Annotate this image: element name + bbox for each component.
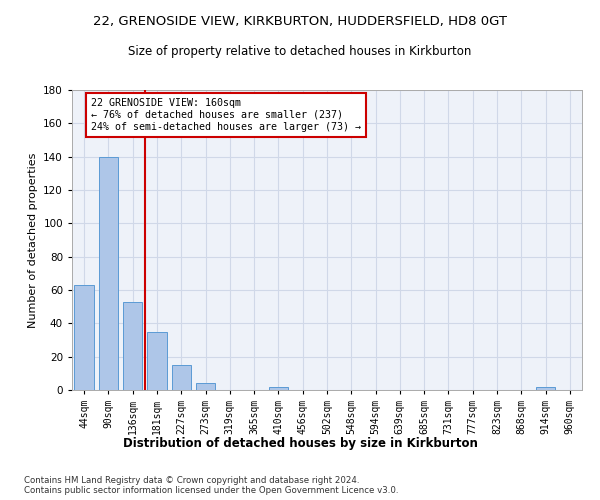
Bar — [123, 302, 142, 390]
Text: 22, GRENOSIDE VIEW, KIRKBURTON, HUDDERSFIELD, HD8 0GT: 22, GRENOSIDE VIEW, KIRKBURTON, HUDDERSF… — [93, 15, 507, 28]
Bar — [536, 386, 555, 390]
Text: 22 GRENOSIDE VIEW: 160sqm
← 76% of detached houses are smaller (237)
24% of semi: 22 GRENOSIDE VIEW: 160sqm ← 76% of detac… — [91, 98, 361, 132]
Bar — [196, 384, 215, 390]
Text: Size of property relative to detached houses in Kirkburton: Size of property relative to detached ho… — [128, 45, 472, 58]
Text: Distribution of detached houses by size in Kirkburton: Distribution of detached houses by size … — [122, 438, 478, 450]
Y-axis label: Number of detached properties: Number of detached properties — [28, 152, 38, 328]
Bar — [99, 156, 118, 390]
Bar — [74, 285, 94, 390]
Bar — [147, 332, 167, 390]
Text: Contains HM Land Registry data © Crown copyright and database right 2024.
Contai: Contains HM Land Registry data © Crown c… — [24, 476, 398, 495]
Bar — [269, 386, 288, 390]
Bar — [172, 365, 191, 390]
